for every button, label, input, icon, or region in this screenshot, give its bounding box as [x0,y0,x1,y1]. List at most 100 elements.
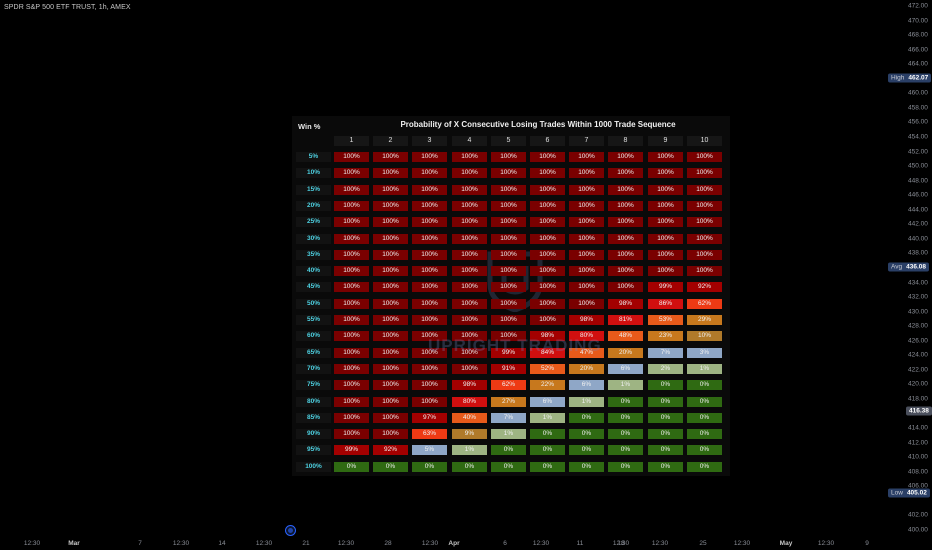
probability-cell: 100% [373,331,408,342]
win-percent-header: Win % [298,122,321,131]
probability-cell: 100% [687,249,722,260]
price-tick-label: 414.00 [908,424,928,432]
probability-cell: 100% [569,266,604,277]
probability-cell: 100% [648,168,683,179]
probability-cell: 100% [569,282,604,293]
time-axis[interactable]: 12:30 Mar 7 12:30 14 12:30 21 12:30 28 12:30 Apr 6 1… [0,536,880,550]
win-percent-label: 50% [296,298,331,309]
probability-cell: 5% [412,445,447,456]
probability-cell: 100% [334,331,369,342]
time-tick-label: 14 [218,540,226,547]
column-header: 2 [373,136,408,146]
time-tick-label: 12:30 [421,540,439,547]
probability-cell: 92% [373,445,408,456]
price-tick-label: 454.00 [908,133,928,141]
probability-cell: 0% [334,461,369,472]
probability-cell: 100% [373,168,408,179]
win-percent-label: 25% [296,217,331,228]
time-tick-label: 12:30 [23,540,41,547]
probability-cell: 99% [648,282,683,293]
probability-cell: 100% [687,200,722,211]
avg-price-badge: Avg 436.08 [888,262,929,272]
probability-cell: 3% [687,347,722,358]
probability-cell: 100% [373,347,408,358]
probability-cell: 100% [687,152,722,162]
probability-cell: 100% [373,249,408,260]
probability-cell: 100% [373,266,408,277]
time-tick-label: 12:30 [532,540,550,547]
probability-cell: 100% [491,249,526,260]
probability-cell: 0% [452,461,487,472]
price-tick-label: 412.00 [908,439,928,447]
probability-cell: 100% [608,184,643,195]
probability-cell: 100% [608,200,643,211]
probability-cell: 99% [491,347,526,358]
probability-cell: 100% [491,168,526,179]
probability-cell: 100% [412,168,447,179]
probability-cell: 100% [608,233,643,244]
probability-cell: 100% [452,363,487,374]
probability-cell: 100% [412,266,447,277]
probability-cell: 100% [569,168,604,179]
win-percent-label: 20% [296,200,331,211]
price-tick-label: 460.00 [908,89,928,97]
time-tick-label: 21 [302,540,310,547]
probability-cell: 100% [491,233,526,244]
probability-cell: 0% [569,412,604,423]
tradingview-logo-button[interactable] [285,525,296,536]
probability-cell: 0% [608,396,643,407]
price-tick-label: 450.00 [908,162,928,170]
time-tick-label: 12:30 [337,540,355,547]
probability-cell: 0% [530,429,565,440]
probability-cell: 100% [452,233,487,244]
probability-cell: 100% [530,200,565,211]
probability-cell: 0% [648,461,683,472]
probability-cell: 100% [608,152,643,162]
probability-cell: 100% [412,249,447,260]
probability-cell: 100% [530,217,565,228]
probability-cell: 100% [412,233,447,244]
probability-cell: 100% [569,298,604,309]
probability-cell: 2% [648,363,683,374]
probability-cell: 100% [334,200,369,211]
probability-cell: 91% [491,363,526,374]
probability-cell: 9% [452,429,487,440]
column-header: 3 [412,136,447,146]
win-percent-label: 95% [296,445,331,456]
price-tick-label: 448.00 [908,177,928,185]
probability-cell: 20% [569,363,604,374]
probability-cell: 100% [373,315,408,325]
probability-cell: 20% [608,347,643,358]
price-tick-label: 402.00 [908,511,928,519]
probability-cell: 100% [412,184,447,195]
probability-cell: 100% [412,298,447,309]
table-title: Probability of X Consecutive Losing Trad… [400,120,676,129]
probability-cell: 98% [608,298,643,309]
probability-cell: 100% [530,184,565,195]
probability-cell: 100% [530,249,565,260]
probability-cell: 100% [373,429,408,440]
win-percent-label: 30% [296,233,331,244]
probability-cell: 100% [687,168,722,179]
probability-cell: 98% [530,331,565,342]
probability-cell: 7% [648,347,683,358]
high-price-badge-value: 462.07 [908,74,929,82]
probability-cell: 100% [687,233,722,244]
probability-cell: 100% [373,412,408,423]
probability-cell: 1% [608,380,643,391]
probability-cell: 100% [491,331,526,342]
probability-cell: 100% [648,249,683,260]
price-tick-label: 446.00 [908,191,928,199]
probability-cell: 100% [452,249,487,260]
time-tick-label: 11 [576,540,584,547]
probability-cell: 0% [569,445,604,456]
probability-cell: 100% [452,200,487,211]
price-axis[interactable]: 472.00 470.00 468.00 466.00 464.00 460.00 458.… [880,0,932,550]
probability-cell: 100% [569,249,604,260]
column-header: 1 [334,136,369,146]
price-tick-label: 430.00 [908,308,928,316]
low-price-badge-value: 405.02 [906,489,927,497]
probability-cell: 100% [648,200,683,211]
probability-cell: 100% [334,380,369,391]
column-header: 5 [491,136,526,146]
